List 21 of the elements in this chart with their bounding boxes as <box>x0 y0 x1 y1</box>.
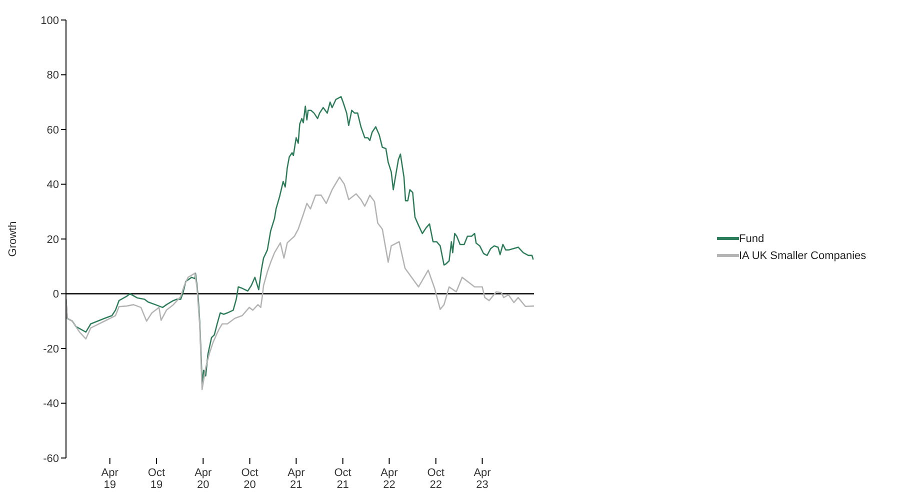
y-axis-title: Growth <box>6 221 19 257</box>
x-tick-label: Apr 20 <box>194 467 212 491</box>
x-tick-label: Oct 20 <box>241 467 258 491</box>
x-tick-label: Apr 23 <box>474 467 492 491</box>
y-tick-label: 20 <box>46 234 59 246</box>
legend-label: IA UK Smaller Companies <box>739 250 866 262</box>
y-tick-label: 80 <box>46 70 59 82</box>
x-tick-label: Apr 21 <box>288 467 306 491</box>
y-tick-label: -20 <box>43 343 59 356</box>
y-tick-label: -40 <box>43 398 59 410</box>
y-tick-label: 0 <box>52 288 59 301</box>
legend-label: Fund <box>739 232 764 244</box>
x-tick-label: Oct 22 <box>427 467 444 491</box>
x-tick-label: Apr 19 <box>101 467 119 491</box>
x-tick-label: Apr 22 <box>380 467 398 491</box>
y-tick-label: -60 <box>43 452 59 465</box>
x-tick-label: Oct 21 <box>334 467 352 491</box>
y-tick-label: 40 <box>46 179 59 192</box>
x-tick-label: Oct 19 <box>148 467 166 491</box>
y-tick-label: 100 <box>40 14 59 27</box>
y-tick-label: 60 <box>46 124 59 136</box>
